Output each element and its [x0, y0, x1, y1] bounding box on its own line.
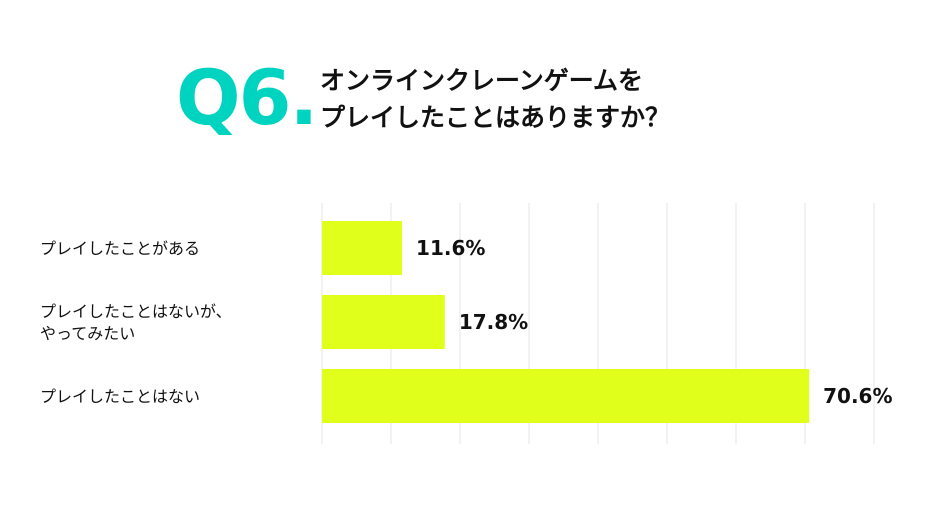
bar	[322, 369, 810, 423]
question-title: オンラインクレーンゲームを プレイしたことはありますか？	[320, 62, 670, 136]
value-label: 70.6%	[823, 384, 892, 408]
chart-bars	[322, 221, 810, 423]
bar	[322, 221, 403, 275]
question-line-2: プレイしたことはありますか？	[320, 103, 671, 132]
value-label: 11.6%	[416, 236, 485, 260]
category-label: やってみたい	[40, 324, 135, 343]
category-label: プレイしたことはない	[40, 387, 200, 406]
chart-labels: 11.6% プレイしたことがある 17.8% プレイしたことはないが、やってみたい 70…	[40, 236, 893, 408]
category-label: プレイしたことがある	[40, 239, 200, 258]
bar	[322, 295, 445, 349]
question-line-1: オンラインクレーンゲームを	[320, 66, 644, 95]
question-number: Q6.	[176, 53, 318, 142]
category-label: プレイしたことはないが、	[40, 302, 232, 321]
value-label: 17.8%	[459, 310, 528, 334]
